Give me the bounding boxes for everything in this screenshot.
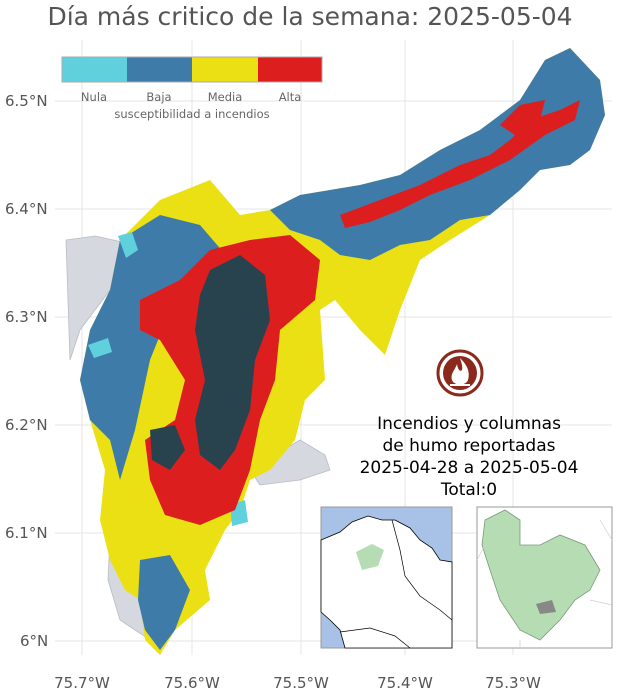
inset-map-country xyxy=(320,506,453,649)
inset-map-region xyxy=(476,506,613,649)
legend-label-media: Media xyxy=(208,90,243,104)
legend-label-baja: Baja xyxy=(146,90,171,104)
legend: Nula Baja Media Alta susceptibilidad a i… xyxy=(61,56,323,121)
x-tick-label: 75.4°W xyxy=(377,674,433,692)
report-date-range: 2025-04-28 a 2025-05-04 xyxy=(359,458,579,478)
legend-swatch-nula xyxy=(62,57,127,82)
y-tick-label: 6.5°N xyxy=(5,92,48,110)
region-nula xyxy=(118,232,138,258)
x-tick-label: 75.6°W xyxy=(164,674,220,692)
y-tick-label: 6.2°N xyxy=(5,416,48,434)
region-baja xyxy=(138,555,190,650)
y-tick-label: 6°N xyxy=(20,632,48,650)
legend-swatch-media xyxy=(192,57,258,82)
legend-label-alta: Alta xyxy=(279,90,302,104)
legend-frame xyxy=(61,56,323,83)
y-tick-label: 6.1°N xyxy=(5,524,48,542)
legend-swatch-alta xyxy=(258,57,322,82)
x-tick-label: 75.3°W xyxy=(485,674,541,692)
region-dense-cover xyxy=(195,255,270,470)
fire-icon xyxy=(436,349,484,397)
report-total: Total:0 xyxy=(440,480,498,500)
region-baja xyxy=(270,48,605,260)
y-tick-label: 6.3°N xyxy=(5,308,48,326)
region-dense-cover xyxy=(150,425,185,470)
x-tick-label: 75.7°W xyxy=(54,674,110,692)
page-title: Día más critico de la semana: 2025-05-04 xyxy=(47,2,573,31)
legend-label-nula: Nula xyxy=(81,90,107,104)
surrounding-area xyxy=(249,439,331,486)
x-axis-ticks: 75.7°W 75.6°W 75.5°W 75.4°W 75.3°W xyxy=(54,674,541,692)
report-line-2: de humo reportadas xyxy=(382,436,556,456)
y-axis-ticks: 6.5°N 6.4°N 6.3°N 6.2°N 6.1°N 6°N xyxy=(5,92,48,650)
x-tick-label: 75.5°W xyxy=(273,674,329,692)
region-nula xyxy=(88,338,112,358)
y-tick-label: 6.4°N xyxy=(5,200,48,218)
report-line-1: Incendios y columnas xyxy=(377,414,561,434)
legend-title: susceptibilidad a incendios xyxy=(114,107,269,121)
legend-swatch-baja xyxy=(127,57,192,82)
region-alta xyxy=(500,100,545,135)
fire-report-summary: Incendios y columnas de humo reportadas … xyxy=(338,413,600,501)
